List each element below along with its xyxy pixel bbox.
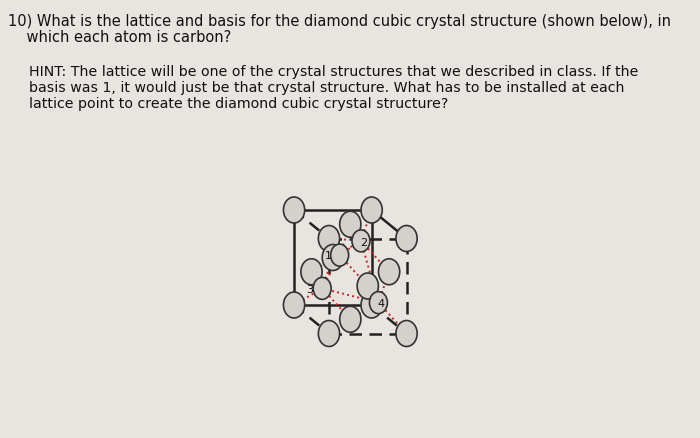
Text: 2: 2 bbox=[360, 238, 367, 248]
Text: 4: 4 bbox=[377, 299, 384, 309]
Circle shape bbox=[284, 197, 304, 223]
Text: which each atom is carbon?: which each atom is carbon? bbox=[8, 30, 232, 45]
Text: HINT: The lattice will be one of the crystal structures that we described in cla: HINT: The lattice will be one of the cry… bbox=[29, 65, 638, 79]
Circle shape bbox=[318, 226, 340, 251]
Circle shape bbox=[396, 321, 417, 346]
Circle shape bbox=[340, 306, 361, 332]
Circle shape bbox=[361, 292, 382, 318]
Text: 10) What is the lattice and basis for the diamond cubic crystal structure (shown: 10) What is the lattice and basis for th… bbox=[8, 14, 671, 29]
Circle shape bbox=[361, 197, 382, 223]
Circle shape bbox=[370, 292, 387, 314]
Circle shape bbox=[340, 211, 361, 237]
Circle shape bbox=[322, 244, 344, 271]
Text: basis was 1, it would just be that crystal structure. What has to be installed a: basis was 1, it would just be that cryst… bbox=[29, 81, 624, 95]
Circle shape bbox=[313, 277, 331, 300]
Text: 3: 3 bbox=[307, 286, 314, 295]
Circle shape bbox=[330, 244, 349, 266]
Circle shape bbox=[352, 230, 370, 252]
Text: 1: 1 bbox=[325, 251, 332, 261]
Circle shape bbox=[301, 259, 322, 285]
Circle shape bbox=[284, 292, 304, 318]
Circle shape bbox=[357, 273, 379, 299]
Circle shape bbox=[396, 226, 417, 251]
Circle shape bbox=[318, 321, 340, 346]
Circle shape bbox=[379, 259, 400, 285]
Text: lattice point to create the diamond cubic crystal structure?: lattice point to create the diamond cubi… bbox=[29, 97, 448, 111]
